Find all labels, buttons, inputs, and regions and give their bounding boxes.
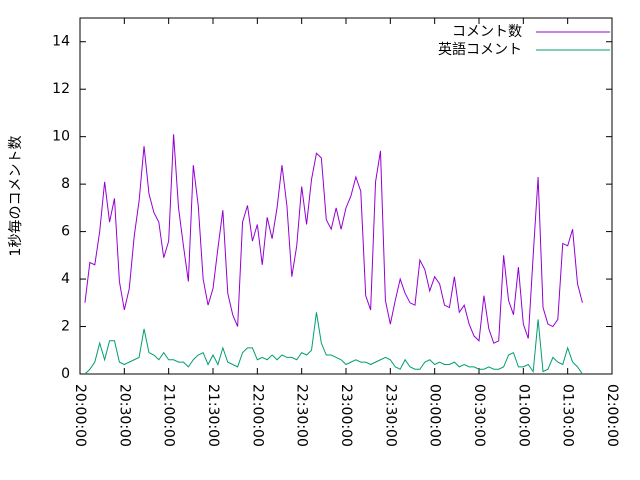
x-tick-label: 01:30:00 [560,384,576,447]
y-tick-label: 12 [52,81,70,97]
x-tick-label: 23:00:00 [338,384,354,447]
y-tick-label: 14 [52,34,70,50]
x-tick-label: 00:30:00 [471,384,487,447]
x-tick-label: 23:30:00 [382,384,398,447]
x-tick-label: 21:00:00 [161,384,177,447]
y-tick-label: 8 [61,176,70,192]
series-line [84,312,583,375]
y-tick-label: 0 [61,366,70,382]
x-tick-label: 22:00:00 [249,384,265,447]
x-tick-label: 00:00:00 [427,384,443,447]
y-tick-label: 6 [61,224,70,240]
series-line [84,134,583,344]
x-tick-label: 20:00:00 [72,384,88,447]
y-tick-label: 2 [61,319,70,335]
x-tick-label: 20:30:00 [116,384,132,447]
legend-label: 英語コメント [438,41,522,58]
x-tick-label: 22:30:00 [294,384,310,447]
plot-frame [79,17,613,375]
x-tick-label: 21:30:00 [205,384,221,447]
y-tick-label: 4 [61,271,70,287]
legend-label: コメント数 [452,24,522,40]
x-tick-label: 02:00:00 [604,384,620,447]
y-axis-label: 1秒毎のコメント数 [8,136,24,257]
x-tick-label: 01:00:00 [515,384,531,447]
y-tick-label: 10 [52,129,70,145]
